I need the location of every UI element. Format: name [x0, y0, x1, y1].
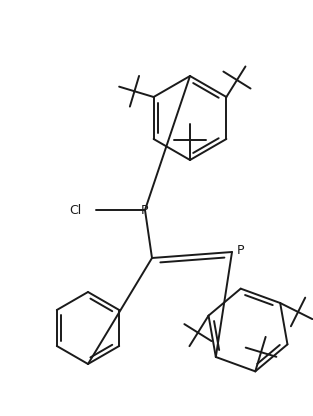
Text: P: P — [237, 243, 244, 257]
Text: P: P — [141, 203, 149, 216]
Text: Cl: Cl — [70, 203, 82, 216]
